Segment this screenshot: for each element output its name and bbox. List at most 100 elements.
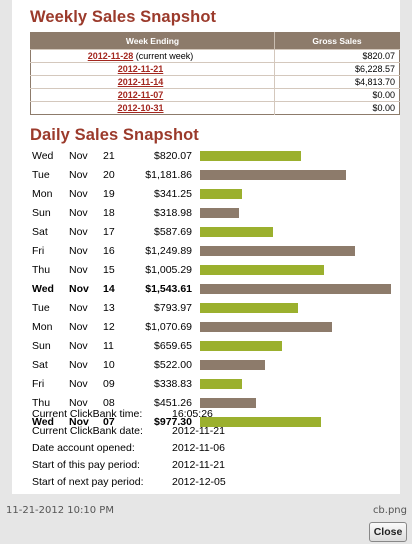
daily-amount: $451.26 (154, 397, 192, 409)
day-of-month: 14 (103, 283, 115, 295)
daily-sales-bar (200, 284, 391, 294)
month: Nov (69, 416, 89, 428)
day-of-month: 09 (103, 378, 115, 390)
column-header-gross-sales: Gross Sales (274, 32, 400, 50)
daily-sales-bar (200, 398, 256, 408)
month: Nov (69, 378, 88, 390)
daily-sales-bar (200, 417, 321, 427)
day-of-week: Tue (32, 302, 50, 314)
day-of-month: 07 (103, 416, 115, 428)
month: Nov (69, 264, 88, 276)
daily-sales-bar (200, 265, 324, 275)
daily-sales-bar (200, 189, 242, 199)
week-ending-link[interactable]: 2012-11-21 (117, 64, 164, 74)
day-of-week: Wed (32, 416, 54, 428)
daily-amount: $793.97 (154, 302, 192, 314)
day-of-week: Sun (32, 207, 51, 219)
week-ending-cell: 2012-11-28 (current week) (30, 49, 275, 63)
week-ending-link[interactable]: 2012-10-31 (117, 103, 164, 113)
weekly-row: 2012-11-28 (current week) $820.07 (30, 49, 400, 63)
day-of-month: 12 (103, 321, 115, 333)
info-label: Start of next pay period: (32, 476, 144, 488)
day-of-month: 10 (103, 359, 115, 371)
month: Nov (69, 321, 88, 333)
daily-sales-bar (200, 341, 282, 351)
daily-amount: $1,070.69 (145, 321, 192, 333)
daily-amount: $977.30 (154, 416, 192, 428)
week-ending-link[interactable]: 2012-11-07 (117, 90, 164, 100)
day-of-month: 13 (103, 302, 115, 314)
daily-amount: $1,543.61 (145, 283, 192, 295)
month: Nov (69, 226, 88, 238)
day-of-month: 16 (103, 245, 115, 257)
week-ending-link[interactable]: 2012-11-28 (87, 51, 134, 61)
month: Nov (69, 283, 89, 295)
daily-amount: $522.00 (154, 359, 192, 371)
info-value: 2012-11-06 (172, 442, 225, 454)
month: Nov (69, 188, 88, 200)
month: Nov (69, 169, 88, 181)
gross-sales-cell: $820.07 (274, 49, 400, 63)
weekly-row: 2012-10-31 $0.00 (30, 101, 400, 115)
day-of-month: 15 (103, 264, 115, 276)
month: Nov (69, 340, 88, 352)
day-of-week: Thu (32, 397, 51, 409)
weekly-row: 2012-11-14 $4,813.70 (30, 75, 400, 89)
gross-sales-cell: $6,228.57 (274, 62, 400, 76)
daily-amount: $341.25 (154, 188, 192, 200)
month: Nov (69, 359, 88, 371)
daily-sales-bar (200, 208, 239, 218)
day-of-week: Sat (32, 226, 48, 238)
weekly-title: Weekly Sales Snapshot (30, 8, 217, 26)
weekly-row: 2012-11-07 $0.00 (30, 88, 400, 102)
day-of-week: Fri (32, 245, 45, 257)
weekly-sales-table: Week Ending Gross Sales 2012-11-28 (curr… (30, 32, 400, 115)
info-value: 16:05:26 (172, 408, 213, 420)
daily-amount: $587.69 (154, 226, 192, 238)
column-header-week-ending: Week Ending (30, 32, 275, 50)
daily-amount: $659.65 (154, 340, 192, 352)
content-panel: Weekly Sales Snapshot Week Ending Gross … (12, 0, 400, 494)
day-of-week: Tue (32, 169, 50, 181)
info-value: 2012-11-21 (172, 425, 225, 437)
daily-sales-bar (200, 170, 346, 180)
day-of-month: 08 (103, 397, 115, 409)
month: Nov (69, 302, 88, 314)
gross-sales-cell: $4,813.70 (274, 75, 400, 89)
day-of-week: Fri (32, 378, 45, 390)
daily-amount: $338.83 (154, 378, 192, 390)
daily-title: Daily Sales Snapshot (30, 126, 199, 144)
day-of-month: 21 (103, 150, 115, 162)
daily-sales-bar (200, 379, 242, 389)
info-label: Start of this pay period: (32, 459, 140, 471)
day-of-week: Mon (32, 321, 53, 333)
month: Nov (69, 245, 88, 257)
daily-amount: $318.98 (154, 207, 192, 219)
info-value: 2012-12-05 (172, 476, 226, 488)
week-ending-cell: 2012-11-14 (30, 75, 275, 89)
daily-amount: $1,181.86 (145, 169, 192, 181)
daily-sales-bar (200, 303, 298, 313)
daily-amount: $820.07 (154, 150, 192, 162)
daily-sales-bar (200, 322, 332, 332)
daily-amount: $1,249.89 (145, 245, 192, 257)
day-of-week: Sun (32, 340, 51, 352)
week-ending-cell: 2012-10-31 (30, 101, 275, 115)
weekly-row: 2012-11-21 $6,228.57 (30, 62, 400, 76)
close-button[interactable]: Close (369, 522, 407, 542)
week-ending-link[interactable]: 2012-11-14 (117, 77, 164, 87)
info-label: Current ClickBank date: (32, 425, 143, 437)
day-of-week: Mon (32, 188, 53, 200)
daily-sales-bar (200, 360, 265, 370)
day-of-week: Wed (32, 150, 54, 162)
month: Nov (69, 150, 88, 162)
month: Nov (69, 207, 88, 219)
info-value: 2012-11-21 (172, 459, 225, 471)
current-week-note: (current week) (135, 51, 194, 61)
image-filename: cb.png (372, 505, 407, 516)
day-of-month: 11 (103, 340, 114, 352)
day-of-week: Thu (32, 264, 51, 276)
daily-sales-bar (200, 227, 273, 237)
day-of-week: Sat (32, 359, 48, 371)
info-label: Current ClickBank time: (32, 408, 143, 420)
